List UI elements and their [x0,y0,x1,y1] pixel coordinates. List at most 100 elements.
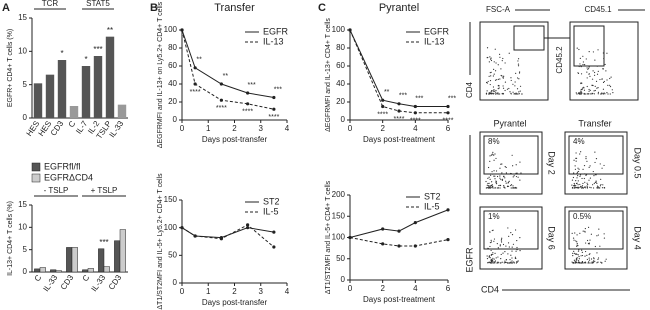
event-dot [586,182,588,184]
event-dot [502,77,504,79]
event-dot [594,245,596,248]
event-dot [575,187,577,189]
bar [57,60,67,118]
event-dot [512,187,514,189]
event-dot [514,229,517,231]
event-dot [500,240,502,242]
event-dot [519,179,521,181]
event-dot [586,254,588,256]
event-dot [589,262,591,264]
event-dot [501,163,503,165]
event-dot [489,245,491,248]
x-axis-label: Days post-treatment [363,135,436,144]
significance: ** [196,57,202,64]
event-dot [492,262,494,264]
event-dot [495,91,497,93]
event-dot [489,155,491,157]
bar [105,36,115,118]
event-dot [588,253,590,256]
event-dot [510,79,512,82]
event-dot [584,262,586,264]
gate [483,210,539,250]
event-dot [581,249,583,251]
event-dot [517,63,520,65]
significance: **** [190,89,201,96]
flow-label: EGFR [464,247,474,273]
event-dot [599,163,601,165]
event-dot [594,59,596,61]
event-dot [593,175,595,177]
event-dot [589,253,591,255]
event-dot [572,262,575,264]
event-dot [582,182,584,185]
event-dot [586,185,588,187]
event-dot [503,262,505,264]
event-dot [486,255,488,257]
event-dot [571,179,574,181]
event-dot [515,72,517,74]
event-dot [603,187,606,189]
legend-swatch [31,173,41,183]
event-dot [512,91,514,93]
event-dot [500,68,502,70]
event-dot [497,93,500,95]
event-dot [603,164,605,167]
y-tick-label: 20 [168,97,177,106]
event-dot [494,260,497,262]
event-dot [586,186,588,188]
flow-label: CD45.1 [584,5,612,14]
significance: *** [99,238,108,247]
legend-label: EGFRfl/fl [44,161,81,171]
event-dot [499,167,501,169]
legend-label: EGFR [424,26,450,36]
row-label: Day 6 [547,226,557,250]
event-dot [494,79,497,81]
event-dot [575,184,577,187]
event-dot [512,262,514,264]
y-tick-label: 0 [23,113,28,122]
event-dot [487,177,489,179]
event-dot [585,242,587,244]
event-dot [503,75,505,77]
event-dot [580,66,582,68]
event-dot [580,93,582,95]
event-dot [493,240,495,242]
event-dot [609,84,611,86]
event-dot [499,245,501,247]
event-dot [519,90,521,92]
event-dot [502,57,504,60]
event-dot [587,262,589,264]
x-tick-label: 3 [259,287,264,296]
event-dot [496,79,498,81]
significance: ** [107,26,113,35]
point [272,95,276,100]
event-dot [488,176,490,178]
event-dot [576,259,578,261]
event-dot [587,226,590,228]
event-dot [490,174,492,176]
event-dot [596,252,598,254]
event-dot [591,261,593,263]
event-dot [579,232,581,234]
event-dot [513,262,515,264]
event-dot [583,93,585,95]
event-dot [597,258,599,260]
event-dot [587,242,590,245]
y-tick-label: 60 [336,61,345,70]
event-dot [503,184,505,187]
event-dot [516,239,518,242]
event-dot [597,70,599,72]
event-dot [582,230,584,232]
event-dot [495,89,497,92]
legend-label: ST2 [263,196,280,206]
event-dot [580,151,582,153]
event-dot [596,182,598,185]
event-dot [503,176,505,178]
event-dot [596,87,598,89]
event-dot [585,156,587,158]
event-dot [507,253,509,255]
event-dot [501,179,503,181]
event-dot [583,177,585,180]
x-tick-label: 0 [180,287,185,296]
event-dot [596,187,598,189]
